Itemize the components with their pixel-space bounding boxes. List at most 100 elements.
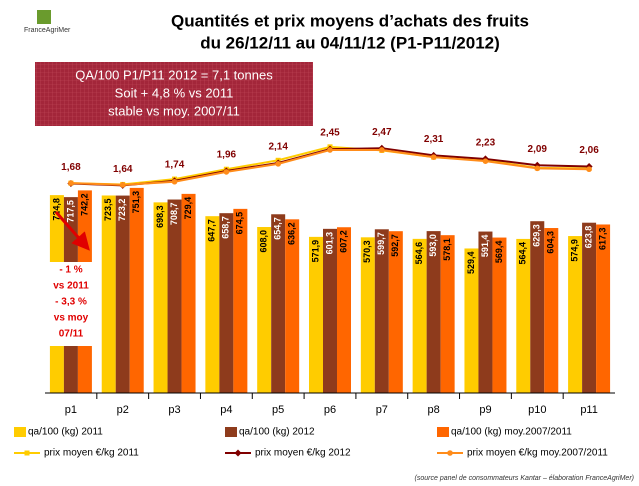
bar (309, 236, 323, 393)
bar (388, 231, 403, 393)
line-value-label: 2,47 (372, 127, 392, 138)
x-tick-label: p8 (428, 404, 440, 416)
bar-value-label: 571,9 (310, 240, 320, 263)
bar (568, 236, 583, 393)
line-marker (447, 450, 453, 456)
bar (271, 214, 286, 393)
annotation: - 1 % (59, 265, 82, 276)
line-value-label: 2,09 (528, 144, 548, 155)
bar-value-label: 529,4 (466, 251, 476, 274)
line-marker (534, 165, 541, 172)
bar (360, 237, 375, 393)
logo: FranceAgriMer (24, 27, 71, 34)
legend-label: prix moyen €/kg moy.2007/2011 (467, 448, 608, 459)
bar-value-label: 723,2 (117, 199, 127, 222)
bar-value-label: 569,4 (494, 241, 504, 264)
bar-value-label: 724,8 (51, 198, 61, 221)
line-marker (327, 147, 333, 153)
bar-value-label: 698,3 (155, 205, 165, 228)
bar-value-label: 708,7 (169, 203, 179, 226)
bar (219, 213, 234, 393)
annotation-arrow (54, 211, 90, 251)
line-marker (234, 449, 242, 457)
legend-label: prix moyen €/kg 2011 (44, 448, 139, 459)
line (70, 147, 590, 187)
x-tick-label: p5 (272, 404, 284, 416)
bar (492, 237, 507, 393)
bar (426, 231, 441, 393)
bar-value-label: 674,5 (235, 212, 245, 235)
bar (337, 227, 351, 393)
line-marker (171, 178, 178, 185)
line-marker (586, 166, 592, 173)
bar (285, 219, 300, 393)
line-marker (119, 182, 126, 188)
bar (478, 231, 493, 393)
x-tick-label: p1 (65, 404, 77, 416)
bar (167, 199, 182, 393)
line-marker (379, 147, 385, 153)
bar-value-label: 607,2 (338, 230, 348, 253)
annotation: - 3,3 % (55, 297, 87, 308)
bar-value-label: 723,5 (103, 198, 113, 221)
bar (516, 238, 531, 393)
bar-value-label: 578,1 (442, 238, 452, 261)
bar-value-label: 729,4 (183, 197, 193, 220)
annotation: vs 2011 (53, 281, 89, 292)
bar-value-label: 601,3 (324, 232, 334, 255)
line-marker (68, 180, 74, 186)
x-tick-label: p7 (376, 404, 388, 416)
x-tick-label: p3 (168, 404, 180, 416)
bar (153, 202, 168, 393)
bar (582, 222, 597, 393)
box-line: Soit + 4,8 % vs 2011 (115, 85, 234, 100)
bar (440, 235, 455, 393)
line-value-label: 1,64 (113, 164, 133, 175)
bar-value-label: 574,9 (569, 239, 579, 262)
bar (544, 228, 559, 393)
line-value-label: 2,06 (579, 145, 599, 156)
annotation: 07/11 (59, 329, 84, 340)
bar-value-label: 592,7 (390, 234, 400, 257)
bar (530, 221, 545, 393)
legend-swatch (437, 427, 449, 437)
logo-icon (37, 10, 51, 24)
line-value-label: 1,74 (165, 160, 185, 171)
box-line: stable vs moy. 2007/11 (108, 103, 240, 118)
bar (233, 208, 248, 393)
line-value-label: 2,23 (476, 138, 496, 149)
bar (101, 195, 116, 393)
x-tick-label: p2 (117, 404, 129, 416)
bar-value-label: 623,8 (583, 226, 593, 249)
bar (181, 193, 196, 393)
x-tick-label: p9 (479, 404, 491, 416)
bar (115, 195, 130, 393)
bar-value-label: 617,3 (597, 227, 607, 250)
bar-value-label: 599,7 (376, 232, 386, 255)
box-line: QA/100 P1/P11 2012 = 7,1 tonnes (75, 67, 273, 82)
line-value-label: 1,68 (61, 162, 81, 173)
bar-value-label: 604,3 (546, 231, 556, 254)
legend-label: prix moyen €/kg 2012 (255, 448, 351, 459)
info-box (35, 62, 313, 126)
line-marker (430, 154, 437, 160)
line-marker (275, 161, 281, 167)
line-value-label: 2,45 (320, 128, 340, 139)
bar-value-label: 593,0 (428, 234, 438, 257)
line-marker (24, 450, 30, 456)
bar (323, 228, 337, 393)
x-tick-label: p6 (324, 404, 336, 416)
bar (412, 238, 427, 393)
line-marker (482, 158, 489, 164)
bar-value-label: 564,6 (414, 242, 424, 265)
line-value-label: 2,31 (424, 134, 444, 145)
legend-swatch (14, 427, 26, 437)
source: (source panel de consommateurs Kantar – … (415, 475, 634, 482)
annotation-bg (47, 262, 95, 346)
bar-value-label: 742,2 (79, 193, 89, 216)
legend-label: qa/100 (kg) moy.2007/2011 (451, 427, 572, 438)
bar-value-label: 564,4 (518, 242, 528, 265)
annotation: vs moy (54, 313, 89, 324)
